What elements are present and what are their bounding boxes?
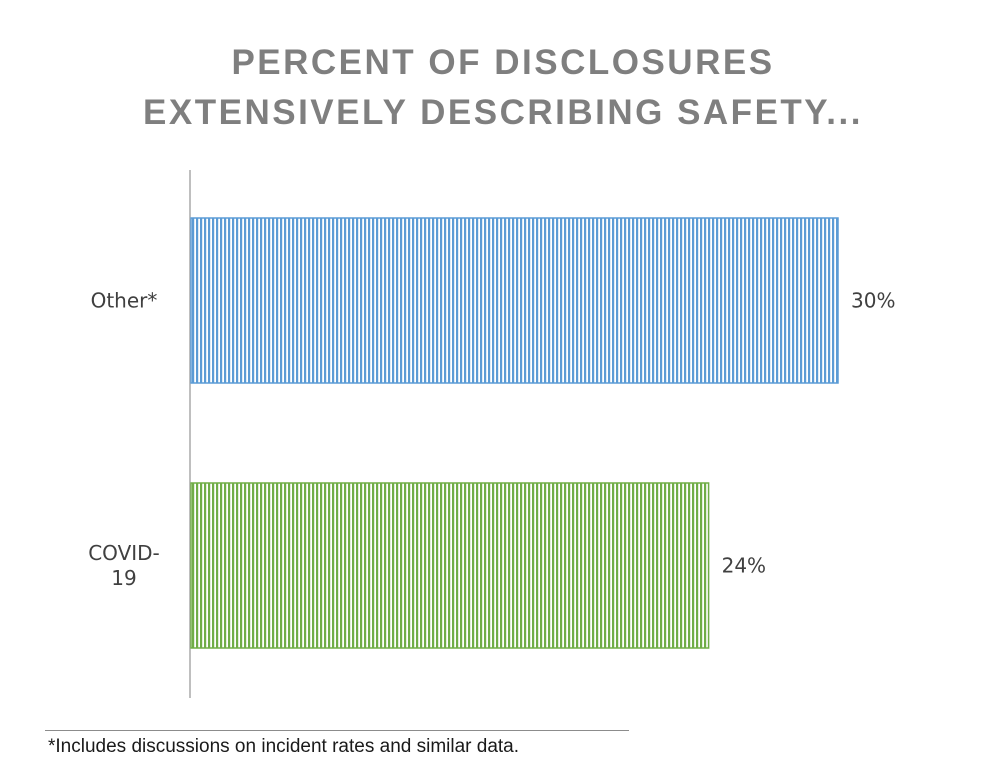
- bars-group: [190, 217, 839, 649]
- category-label-1: COVID-19: [88, 541, 160, 590]
- bar-0: [190, 217, 839, 384]
- value-label-1: 24%: [722, 554, 766, 578]
- footnote-divider: [45, 730, 629, 731]
- category-label-0-line-0: Other*: [91, 289, 158, 313]
- category-labels: Other* COVID-19: [88, 289, 160, 591]
- category-label-1-line-0: COVID-: [88, 541, 160, 565]
- value-label-0: 30%: [851, 289, 895, 313]
- category-label-1-line-1: 19: [111, 566, 136, 590]
- bar-1: [190, 482, 710, 649]
- chart-title: PERCENT OF DISCLOSURES EXTENSIVELY DESCR…: [0, 38, 1006, 138]
- footnote: *Includes discussions on incident rates …: [48, 736, 520, 757]
- value-labels: 30% 24%: [722, 289, 896, 578]
- chart-title-line-1: PERCENT OF DISCLOSURES: [231, 43, 775, 82]
- chart-title-line-2: EXTENSIVELY DESCRIBING SAFETY...: [143, 93, 863, 132]
- category-label-0: Other*: [91, 289, 158, 313]
